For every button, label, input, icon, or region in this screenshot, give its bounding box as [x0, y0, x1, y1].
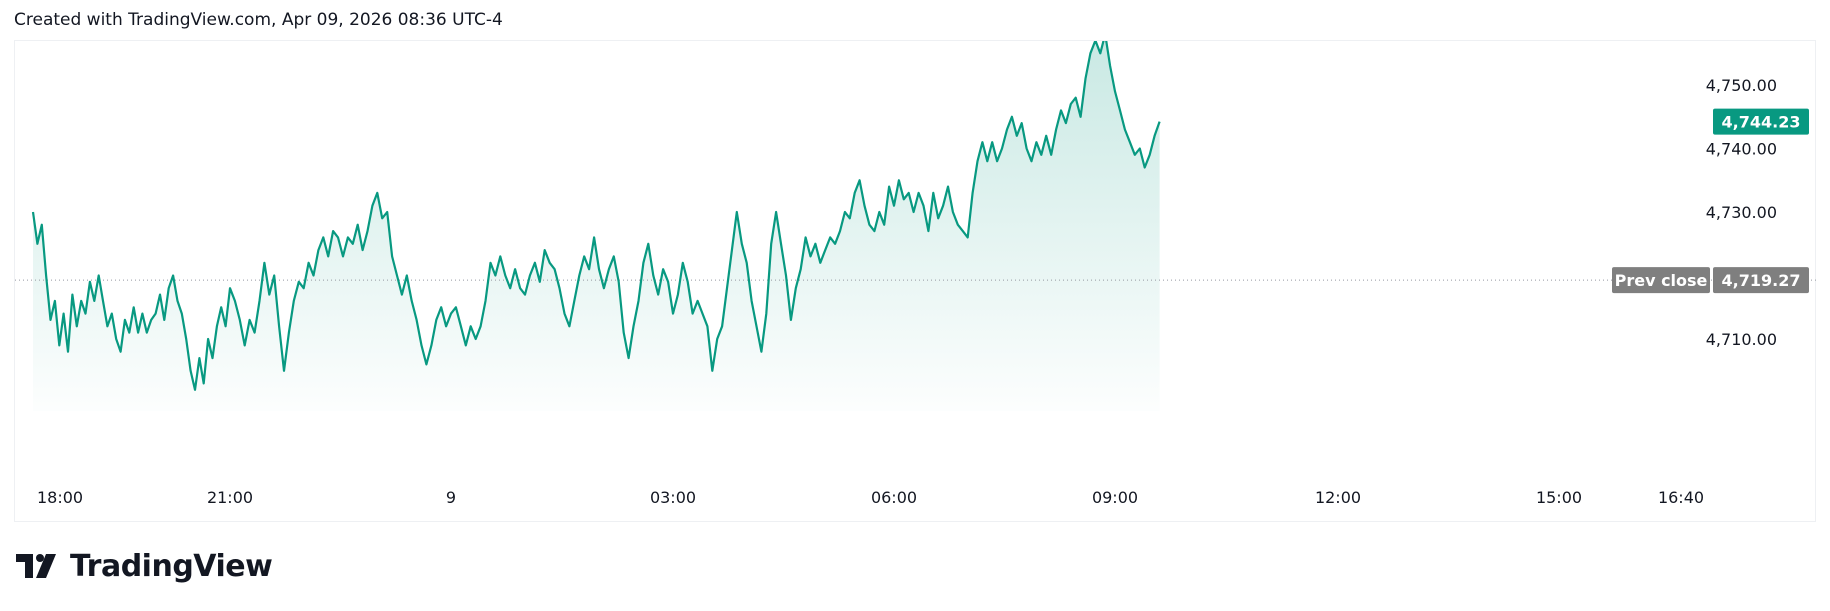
time-tick-label: 06:00 [871, 488, 917, 507]
prev-close-badge [1612, 267, 1710, 294]
price-line [31, 41, 1161, 391]
time-tick-label: 12:00 [1315, 488, 1361, 507]
brand-name: TradingView [70, 548, 273, 584]
chart-frame[interactable]: 4,750.00 4,740.00 4,730.00 4,710.00 18:00 21… [14, 40, 1817, 523]
area-fill [33, 41, 1160, 411]
prev-close-value-badge [1713, 267, 1809, 294]
price-tick-label: 4,730.00 [1706, 203, 1777, 222]
last-price-badge [1713, 108, 1809, 135]
tradingview-logo-icon [16, 554, 56, 578]
price-chart[interactable]: 4,750.00 4,740.00 4,730.00 4,710.00 18:00 21… [15, 41, 1817, 523]
time-tick-label: 09:00 [1092, 488, 1138, 507]
time-tick-label: 18:00 [37, 488, 83, 507]
price-tick-label: 4,710.00 [1706, 330, 1777, 349]
price-tick-label: 4,750.00 [1706, 76, 1777, 95]
time-tick-label: 16:40 [1658, 488, 1704, 507]
time-tick-label: 21:00 [207, 488, 253, 507]
tradingview-logo[interactable]: TradingView [16, 548, 273, 584]
prev-close-text: Prev close [1615, 271, 1708, 290]
created-with-text: Created with TradingView.com, Apr 09, 20… [14, 10, 503, 30]
time-tick-label: 03:00 [650, 488, 696, 507]
prev-close-value: 4,719.27 [1722, 271, 1801, 290]
price-line-layer [31, 41, 1161, 391]
time-tick-label: 15:00 [1536, 488, 1582, 507]
time-axis[interactable]: 18:00 21:00 9 03:00 06:00 09:00 12:00 15:00 16:4… [37, 488, 1704, 507]
price-tick-label: 4,740.00 [1706, 140, 1777, 159]
last-price-label: 4,744.23 [1713, 108, 1809, 135]
area-fill-layer [33, 41, 1160, 411]
last-price-value: 4,744.23 [1722, 113, 1801, 132]
price-labels: 4,744.23 Prev close 4,719.27 [1612, 108, 1809, 294]
price-axis[interactable]: 4,750.00 4,740.00 4,730.00 4,710.00 [1706, 76, 1777, 349]
prev-close-label: Prev close 4,719.27 [1612, 267, 1809, 294]
time-tick-label: 9 [446, 488, 456, 507]
